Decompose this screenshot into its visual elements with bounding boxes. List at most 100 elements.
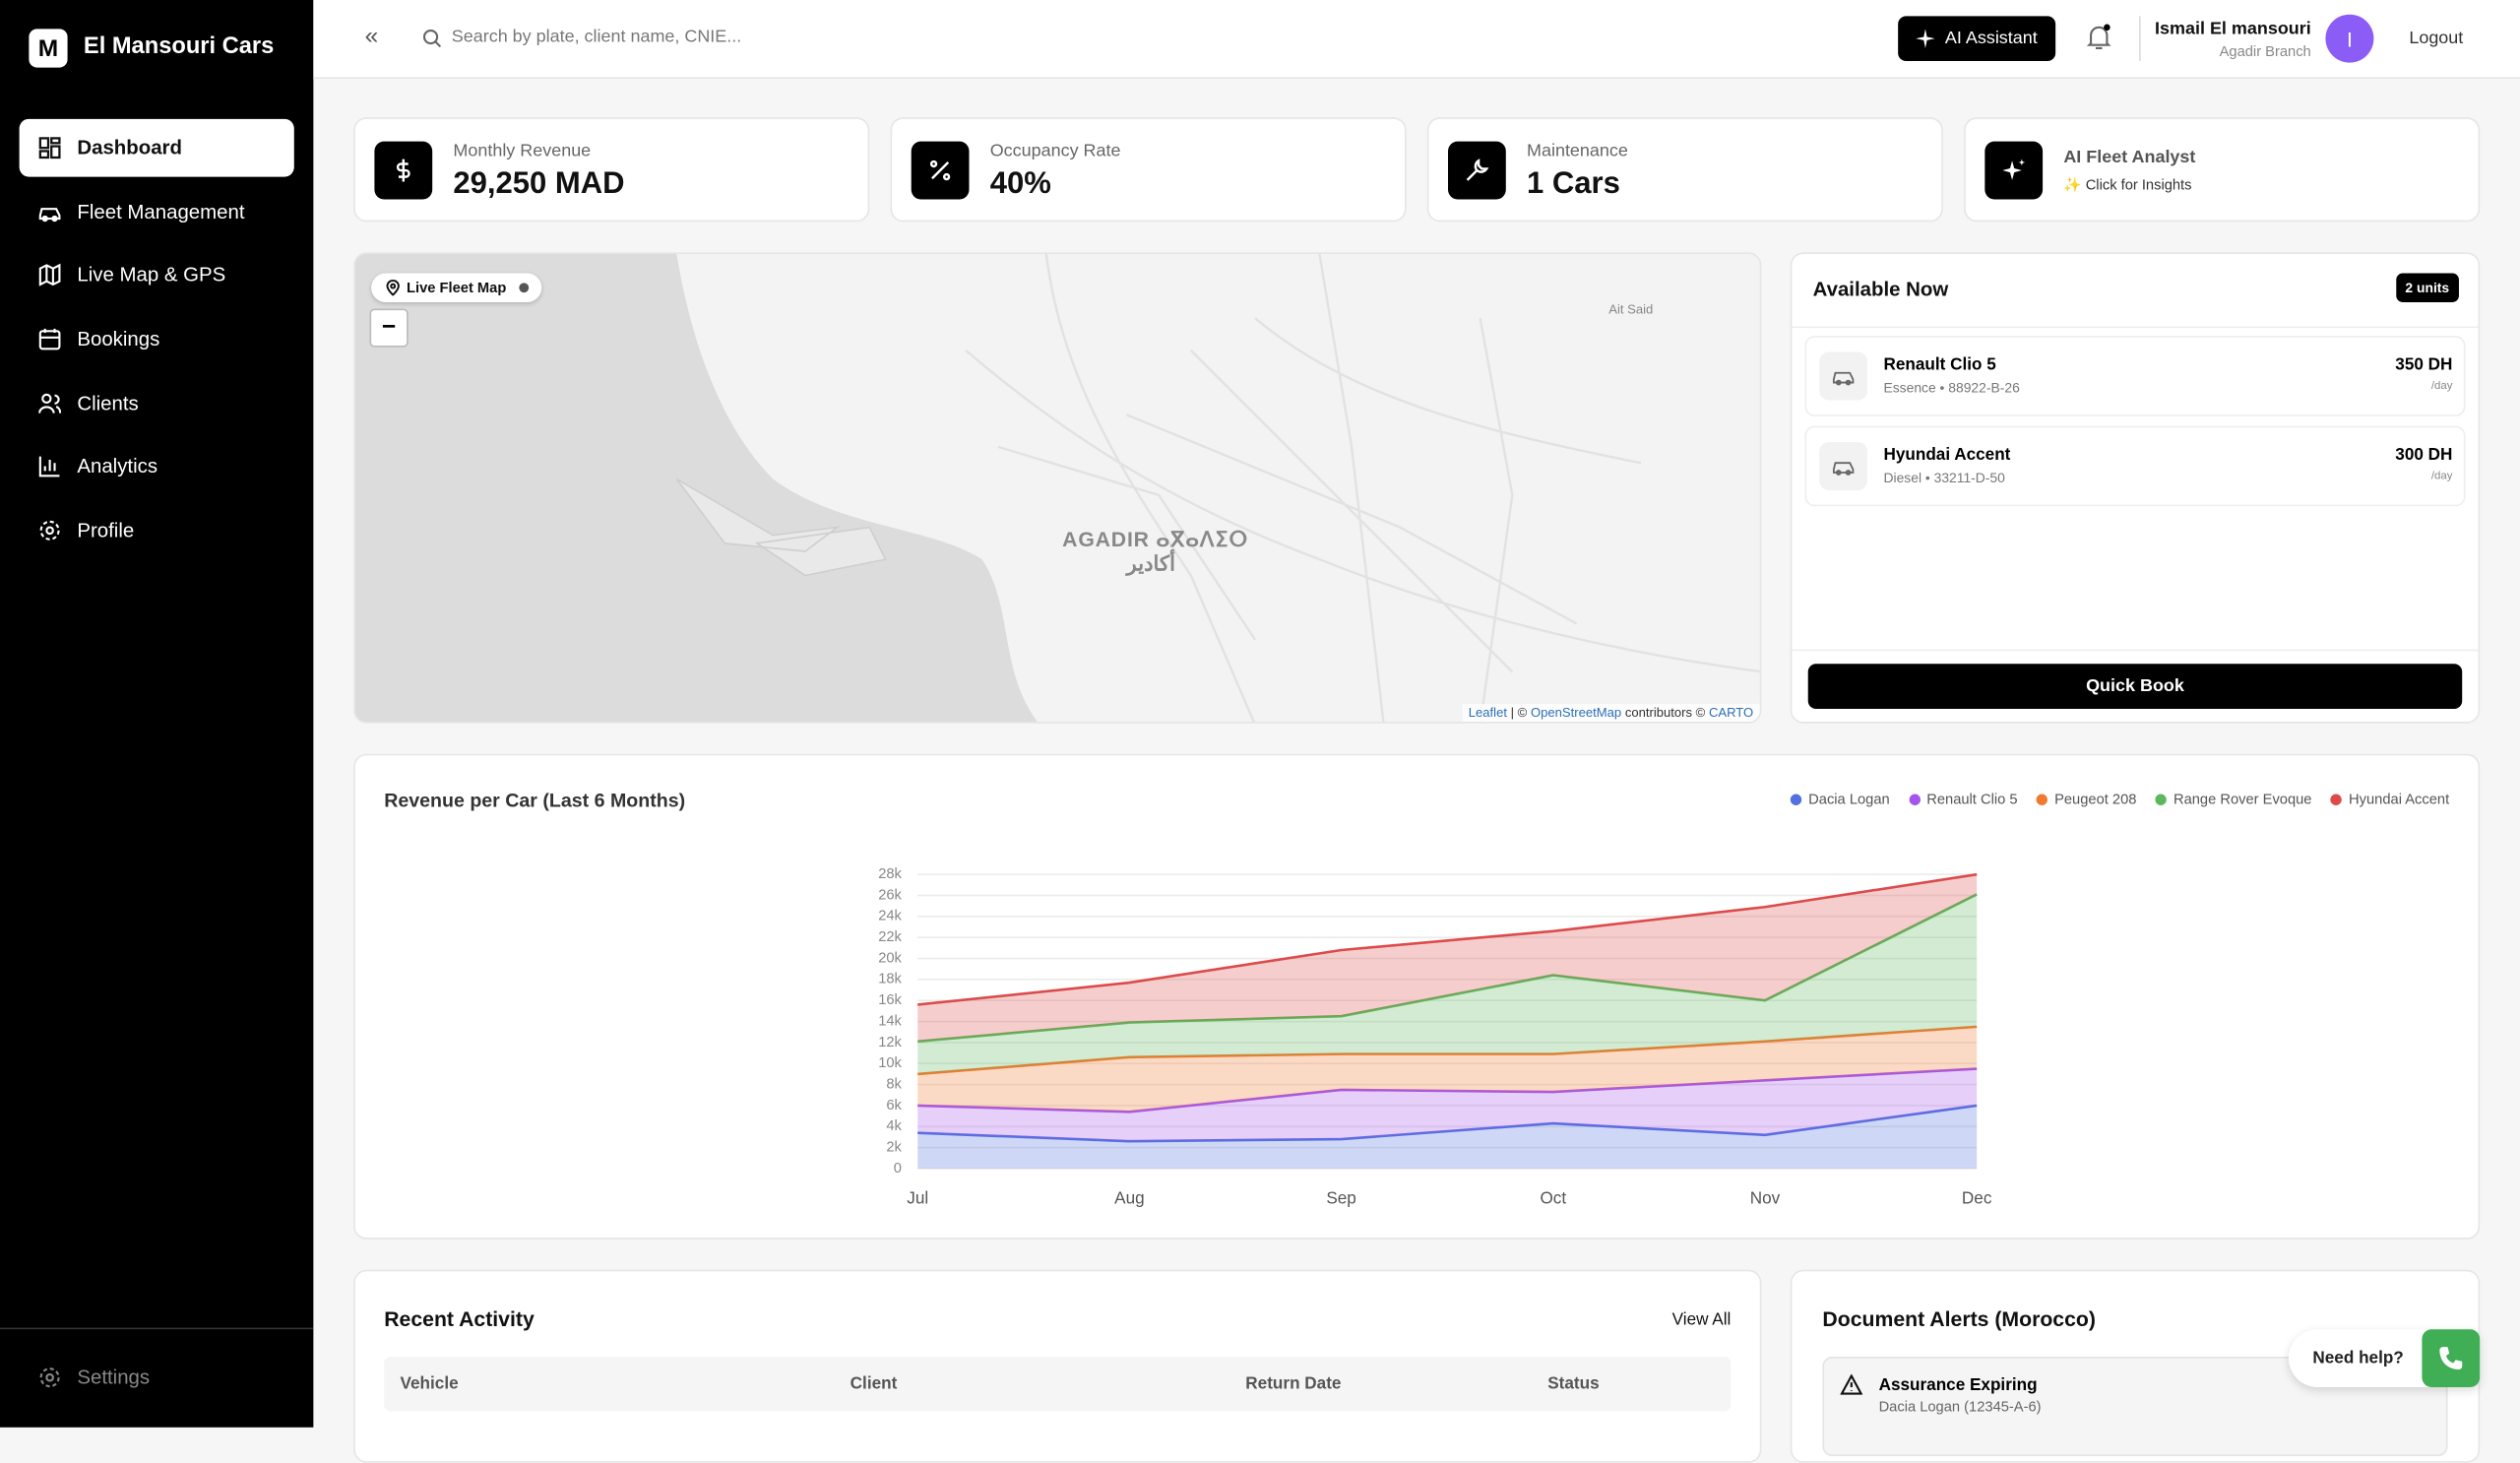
divider — [2139, 16, 2141, 62]
x-tick-label: Jul — [907, 1187, 928, 1207]
stat-icon — [1448, 141, 1506, 200]
sidebar: M El Mansouri Cars Dashboard Fleet Manag… — [0, 0, 314, 1428]
column-header: Client — [850, 1373, 898, 1394]
ai-assistant-button[interactable]: AI Assistant — [1898, 16, 2056, 62]
text: | © — [1510, 705, 1528, 721]
area-fill — [917, 874, 1978, 1042]
notifications[interactable] — [2086, 24, 2111, 51]
status-dot — [519, 283, 530, 293]
search-icon — [422, 29, 442, 48]
legend: Dacia Logan Renault Clio 5 Peugeot 208 Rang… — [1791, 791, 2449, 807]
car-details: Essence • 88922-B-26 — [1883, 379, 2020, 396]
view-all-link[interactable]: View All — [1671, 1309, 1732, 1330]
nav-label: Clients — [77, 392, 139, 415]
map-card[interactable]: Live Fleet Map − AGADIR ⴰⴳⴰⴷⵉⵔ أكادير Ai… — [353, 252, 1762, 724]
brand-name: El Mansouri Cars — [83, 33, 275, 60]
map-tiles — [354, 253, 1760, 723]
help-widget[interactable]: Need help? — [2288, 1329, 2481, 1387]
nav-item[interactable]: Fleet Management — [20, 183, 294, 241]
stat-label: AI Fleet Analyst — [2063, 148, 2196, 167]
car-item[interactable]: Hyundai Accent Diesel • 33211-D-50 300 DH /… — [1804, 425, 2466, 507]
table-header: Vehicle Client Return Date Status — [384, 1356, 1732, 1412]
chart: 0 2k 4k 6k 8k 10k 12k 14k 16k 18k 20k 22k 24k 26k 28k J… — [878, 866, 1992, 1207]
legend-item[interactable]: Peugeot 208 — [2037, 791, 2137, 807]
car-item[interactable]: Renault Clio 5 Essence • 88922-B-26 350 DH… — [1804, 336, 2466, 416]
legend-label: Dacia Logan — [1808, 791, 1890, 807]
legend-item[interactable]: Hyundai Accent — [2331, 791, 2449, 807]
quick-book-button[interactable]: Quick Book — [1807, 664, 2463, 709]
zoom-out[interactable]: − — [369, 308, 409, 348]
count-badge: 2 units — [2395, 273, 2459, 302]
divider — [1792, 649, 2479, 652]
column-header: Vehicle — [400, 1373, 459, 1394]
x-tick-label: Sep — [1326, 1187, 1355, 1207]
text: contributors © — [1624, 705, 1706, 721]
stat-value: ✨ Click for Insights — [2063, 176, 2192, 193]
nav-item[interactable]: Bookings — [20, 310, 294, 368]
place-label: Ait Said — [1608, 301, 1654, 317]
legend-item[interactable]: Range Rover Evoque — [2156, 791, 2312, 807]
link[interactable]: Leaflet — [1468, 705, 1507, 721]
column-header: Status — [1547, 1373, 1600, 1394]
nav-label: Live Map & GPS — [77, 263, 226, 286]
chart-title: Revenue per Car (Last 6 Months) — [384, 789, 686, 812]
nav-label: Bookings — [77, 328, 160, 350]
area-line — [917, 1104, 1978, 1143]
nav-item[interactable]: Dashboard — [19, 118, 294, 177]
y-tick-label: 2k — [886, 1139, 902, 1155]
card-title: Document Alerts (Morocco) — [1822, 1306, 2096, 1331]
car-details: Diesel • 33211-D-50 — [1883, 469, 2005, 486]
area-line — [917, 872, 1978, 1006]
nav-item[interactable]: Profile — [20, 501, 294, 559]
legend-swatch — [2331, 793, 2343, 805]
area-line — [917, 1025, 1978, 1076]
legend-swatch — [2156, 793, 2168, 805]
city-label-arabic: أكادير — [1126, 550, 1176, 576]
divider — [1792, 326, 2479, 329]
area-fill — [917, 1105, 1978, 1169]
settings-label: Settings — [77, 1366, 151, 1389]
recent-activity-card: Recent Activity View All Vehicle Client … — [353, 1269, 1762, 1463]
y-tick-label: 20k — [878, 950, 902, 966]
legend-item[interactable]: Dacia Logan — [1791, 791, 1890, 807]
legend-swatch — [2037, 793, 2048, 805]
x-tick-label: Dec — [1962, 1187, 1992, 1207]
header: « Search by plate, client name, CNIE... … — [313, 0, 2520, 79]
legend-label: Peugeot 208 — [2054, 791, 2137, 807]
nav-item[interactable]: Clients — [20, 374, 294, 432]
map-badge: Live Fleet Map — [371, 273, 542, 302]
link[interactable]: OpenStreetMap — [1530, 705, 1622, 721]
user-name: Ismail El mansouri — [2155, 19, 2311, 39]
city-label: AGADIR ⴰⴳⴰⴷⵉⵔ — [1062, 527, 1249, 551]
y-tick-label: 10k — [878, 1055, 902, 1071]
legend-swatch — [1791, 793, 1802, 805]
settings-item[interactable]: Settings — [20, 1349, 294, 1407]
collapse-button[interactable]: « — [364, 22, 379, 50]
chart-card: Revenue per Car (Last 6 Months) Dacia Lo… — [353, 753, 2481, 1240]
card-title: Available Now — [1812, 278, 1949, 301]
button-label: AI Assistant — [1944, 29, 2038, 48]
legend-label: Range Rover Evoque — [2173, 791, 2312, 807]
legend-item[interactable]: Renault Clio 5 — [1909, 791, 2018, 807]
y-tick-label: 8k — [886, 1076, 902, 1092]
y-tick-label: 12k — [878, 1035, 902, 1050]
divider — [0, 1327, 314, 1330]
nav-item[interactable]: Live Map & GPS — [20, 246, 294, 304]
search-input[interactable]: Search by plate, client name, CNIE... — [451, 27, 742, 47]
avatar[interactable]: I — [2325, 14, 2374, 63]
phone-button[interactable] — [2422, 1329, 2481, 1387]
ai-analyst-card[interactable]: AI Fleet Analyst ✨ Click for Insights — [1964, 117, 2481, 223]
stat-icon — [374, 141, 433, 200]
nav-label: Profile — [77, 519, 135, 542]
car-icon — [1819, 441, 1868, 490]
alert-title: Assurance Expiring — [1878, 1375, 2038, 1396]
logout[interactable]: Logout — [2409, 29, 2464, 48]
link[interactable]: CARTO — [1708, 705, 1754, 721]
legend-swatch — [1909, 793, 1921, 805]
help-label: Need help? — [2312, 1348, 2404, 1368]
y-tick-label: 28k — [878, 866, 902, 882]
nav-item[interactable]: Analytics — [20, 437, 294, 495]
legend-label: Renault Clio 5 — [1926, 791, 2018, 807]
car-price: 300 DH — [2395, 445, 2453, 465]
